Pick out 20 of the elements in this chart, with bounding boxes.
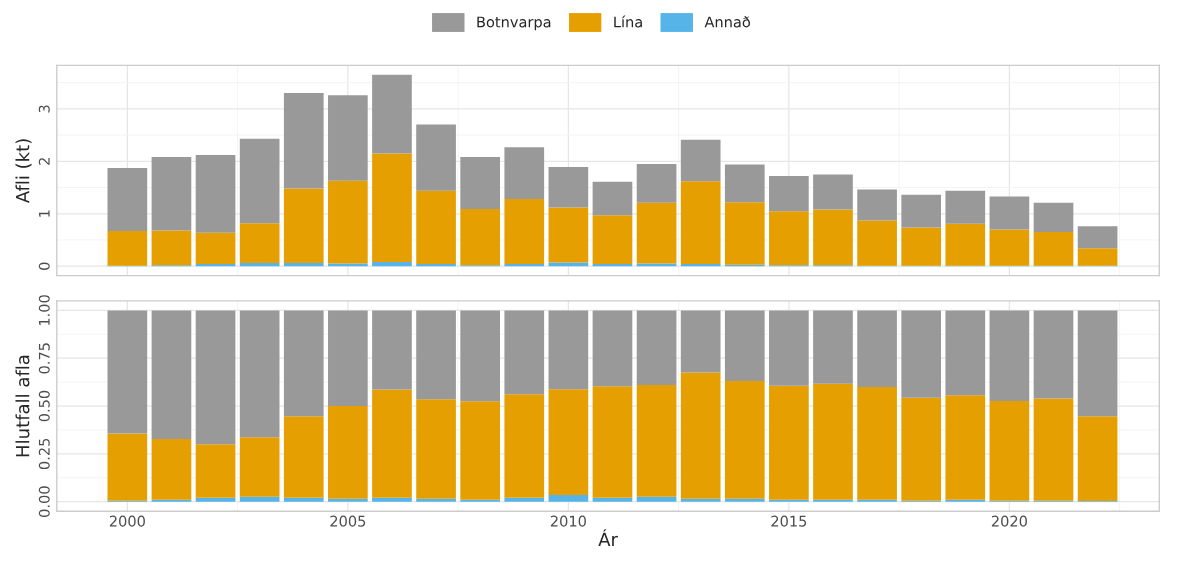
legend-label: Annað	[704, 16, 750, 28]
y-tick-label: 2	[38, 158, 50, 165]
x-tick-label: 2020	[991, 515, 1027, 527]
x-axis-title: Ár	[598, 529, 618, 546]
y-tick-label: 0.50	[38, 390, 50, 422]
legend-label: Lína	[614, 15, 642, 28]
y-tick-label: 0.25	[38, 438, 50, 470]
y-tick-label: 0.75	[38, 343, 50, 374]
x-tick-label: 2005	[330, 515, 366, 527]
x-tick-label: 2010	[550, 515, 586, 527]
x-tick-label: 2000	[109, 515, 145, 527]
y-tick-label: 1	[38, 210, 50, 217]
y-tick-label: 1.00	[38, 295, 50, 326]
x-tick-label: 2015	[771, 515, 807, 527]
legend-label: Botnvarpa	[477, 16, 551, 31]
y-tick-label: 0	[38, 262, 50, 270]
y-tick-label: 3	[38, 105, 50, 113]
y-axis-title: Afli (kt)	[15, 139, 32, 204]
y-tick-label: 0.00	[38, 486, 50, 517]
y-axis-title: Hlutfall afla	[15, 355, 30, 457]
